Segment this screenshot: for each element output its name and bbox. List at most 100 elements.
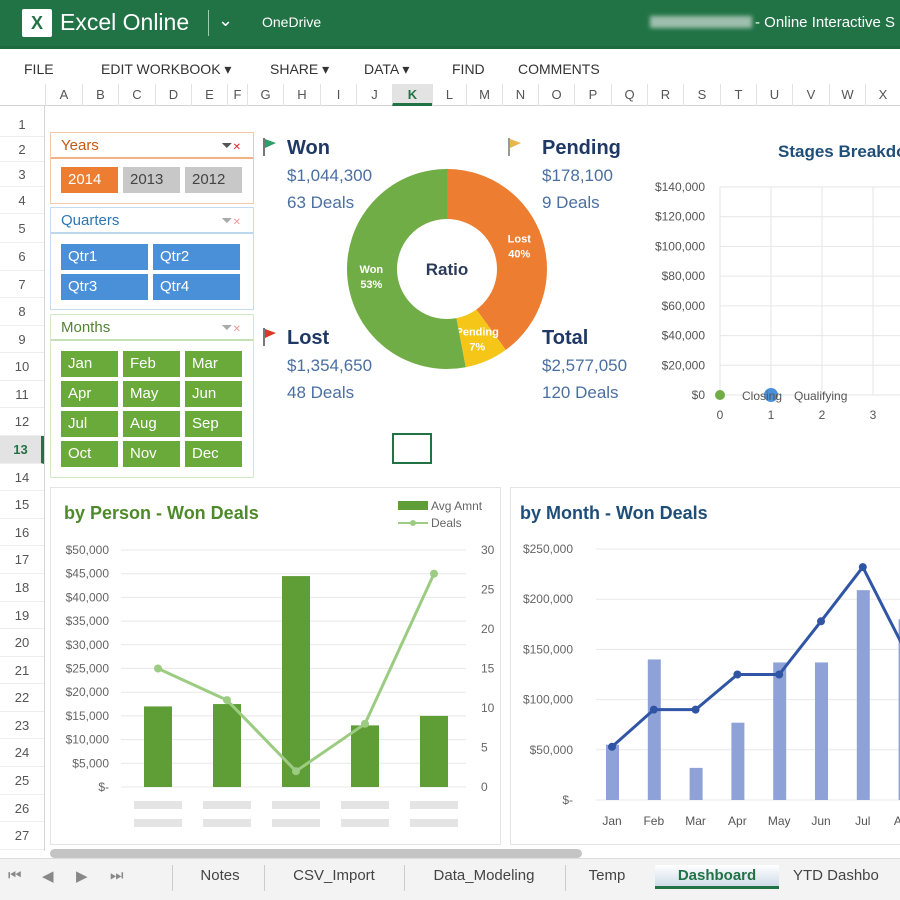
- year-2012-button[interactable]: 2012: [185, 167, 242, 193]
- tab-ytd-dashboard[interactable]: YTD Dashbo: [793, 867, 879, 884]
- column-header-m[interactable]: M: [466, 84, 502, 106]
- row-header-6[interactable]: 6: [0, 243, 44, 271]
- month-jun-button[interactable]: Jun: [185, 381, 242, 407]
- column-header-w[interactable]: W: [829, 84, 865, 106]
- qtr2-button[interactable]: Qtr2: [153, 244, 240, 270]
- year-2013-button[interactable]: 2013: [123, 167, 180, 193]
- row-header-20[interactable]: 20: [0, 629, 44, 657]
- menu-find[interactable]: FIND: [452, 61, 485, 77]
- bar-avg-amnt[interactable]: [213, 704, 241, 787]
- month-dec-button[interactable]: Dec: [185, 441, 242, 467]
- column-header-f[interactable]: F: [227, 84, 247, 106]
- column-header-g[interactable]: G: [247, 84, 283, 106]
- bar-month-may[interactable]: [773, 662, 787, 800]
- column-header-r[interactable]: R: [647, 84, 683, 106]
- bar-month-feb[interactable]: [647, 659, 661, 800]
- row-header-24[interactable]: 24: [0, 739, 44, 767]
- month-apr-button[interactable]: Apr: [61, 381, 118, 407]
- year-2014-button[interactable]: 2014: [61, 167, 118, 193]
- bar-avg-amnt[interactable]: [282, 576, 310, 787]
- menu-edit-workbook[interactable]: EDIT WORKBOOK ▾: [101, 61, 232, 77]
- column-header-x[interactable]: X: [865, 84, 900, 106]
- column-header-i[interactable]: I: [320, 84, 356, 106]
- trend-point[interactable]: [775, 670, 784, 679]
- month-nov-button[interactable]: Nov: [123, 441, 180, 467]
- onedrive-link[interactable]: OneDrive: [262, 14, 322, 30]
- qtr1-button[interactable]: Qtr1: [61, 244, 148, 270]
- menu-data[interactable]: DATA ▾: [364, 61, 410, 77]
- bar-month-apr[interactable]: [731, 722, 745, 800]
- row-header-11[interactable]: 11: [0, 381, 44, 408]
- qtr4-button[interactable]: Qtr4: [153, 274, 240, 300]
- trend-point[interactable]: [858, 563, 867, 572]
- clear-filter-icon[interactable]: ⏷✕: [221, 319, 241, 335]
- month-mar-button[interactable]: Mar: [185, 351, 242, 377]
- month-sep-button[interactable]: Sep: [185, 411, 242, 437]
- month-feb-button[interactable]: Feb: [123, 351, 180, 377]
- trend-point[interactable]: [649, 705, 658, 714]
- deals-point[interactable]: [292, 767, 300, 776]
- bar-avg-amnt[interactable]: [144, 706, 172, 787]
- column-header-v[interactable]: V: [792, 84, 829, 106]
- row-header-21[interactable]: 21: [0, 657, 44, 684]
- column-header-q[interactable]: Q: [611, 84, 647, 106]
- bar-avg-amnt[interactable]: [351, 725, 379, 787]
- row-header-1[interactable]: 1: [0, 112, 44, 137]
- column-header-l[interactable]: L: [432, 84, 466, 106]
- month-aug-button[interactable]: Aug: [123, 411, 180, 437]
- column-header-b[interactable]: B: [82, 84, 118, 106]
- column-header-n[interactable]: N: [502, 84, 538, 106]
- clear-filter-icon[interactable]: ⏷✕: [221, 212, 241, 228]
- row-header-16[interactable]: 16: [0, 519, 44, 546]
- trend-point[interactable]: [608, 742, 616, 751]
- prev-sheet-button[interactable]: ◀: [42, 868, 54, 885]
- excel-logo-icon[interactable]: X: [22, 9, 52, 37]
- donut-slice-pending[interactable]: [456, 309, 506, 368]
- deals-point[interactable]: [154, 664, 162, 673]
- month-jul-button[interactable]: Jul: [61, 411, 118, 437]
- donut-slice-won[interactable]: [347, 169, 466, 369]
- deals-point[interactable]: [361, 719, 369, 728]
- tab-notes[interactable]: Notes: [200, 867, 240, 884]
- deals-point[interactable]: [430, 569, 438, 578]
- trend-point[interactable]: [733, 670, 742, 679]
- bar-avg-amnt[interactable]: [420, 715, 448, 787]
- next-sheet-button[interactable]: ▶: [76, 868, 88, 885]
- row-header-27[interactable]: 27: [0, 822, 44, 850]
- row-header-2[interactable]: 2: [0, 137, 44, 162]
- row-header-13[interactable]: 13: [0, 436, 44, 464]
- trend-point[interactable]: [691, 705, 700, 714]
- row-header-10[interactable]: 10: [0, 353, 44, 381]
- menu-comments[interactable]: COMMENTS: [518, 61, 600, 77]
- row-header-23[interactable]: 23: [0, 712, 44, 739]
- tab-dashboard[interactable]: Dashboard: [655, 865, 779, 889]
- donut-slice-lost[interactable]: [447, 169, 547, 350]
- bar-month-jan[interactable]: [606, 744, 619, 800]
- row-header-4[interactable]: 4: [0, 187, 44, 214]
- row-header-22[interactable]: 22: [0, 684, 44, 712]
- column-header-d[interactable]: D: [155, 84, 191, 106]
- bar-month-jul[interactable]: [856, 590, 870, 800]
- row-header-9[interactable]: 9: [0, 326, 44, 353]
- clear-filter-icon[interactable]: ⏷✕: [221, 137, 241, 153]
- column-header-u[interactable]: U: [756, 84, 792, 106]
- column-header-p[interactable]: P: [574, 84, 611, 106]
- qtr3-button[interactable]: Qtr3: [61, 274, 148, 300]
- column-header-c[interactable]: C: [118, 84, 155, 106]
- tab-csv-import[interactable]: CSV_Import: [293, 867, 375, 884]
- bar-month-aug[interactable]: [898, 619, 900, 800]
- column-header-a[interactable]: A: [45, 84, 82, 106]
- row-header-18[interactable]: 18: [0, 574, 44, 602]
- row-header-25[interactable]: 25: [0, 767, 44, 795]
- row-header-5[interactable]: 5: [0, 214, 44, 243]
- tab-temp[interactable]: Temp: [588, 867, 626, 884]
- tab-data-modeling[interactable]: Data_Modeling: [433, 867, 535, 884]
- scatter-point-closing[interactable]: [715, 390, 725, 400]
- row-header-14[interactable]: 14: [0, 464, 44, 491]
- app-name[interactable]: Excel Online: [60, 9, 190, 35]
- column-header-j[interactable]: J: [356, 84, 392, 106]
- row-header-19[interactable]: 19: [0, 602, 44, 629]
- bar-month-jun[interactable]: [815, 662, 828, 800]
- deals-point[interactable]: [223, 696, 231, 705]
- column-header-o[interactable]: O: [538, 84, 574, 106]
